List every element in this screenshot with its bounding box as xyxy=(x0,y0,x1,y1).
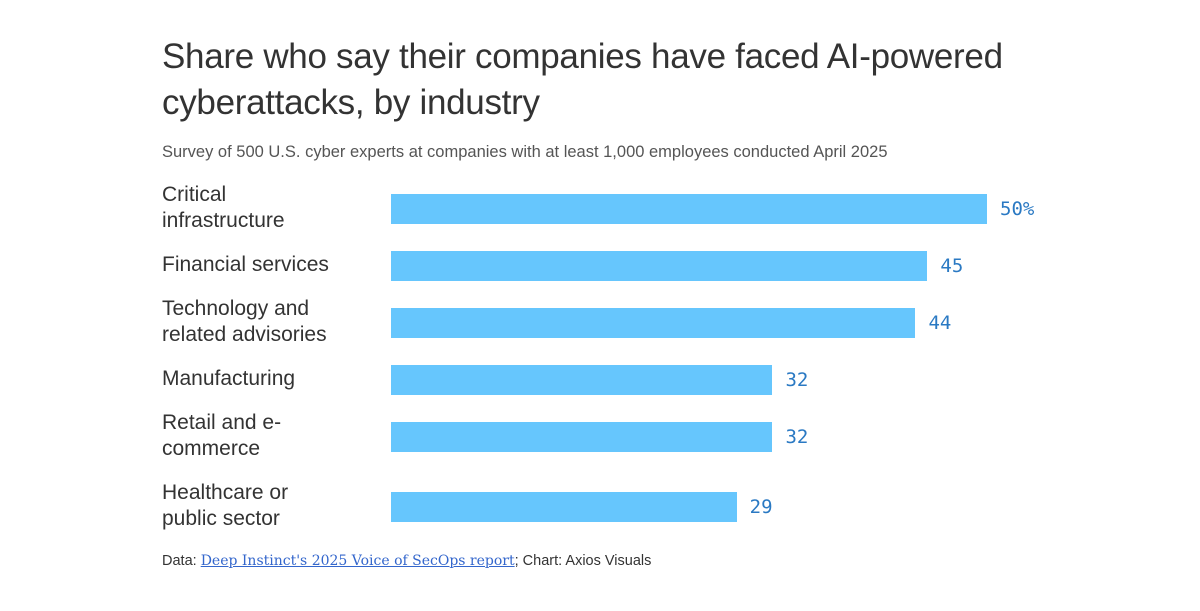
chart-title: Share who say their companies have faced… xyxy=(162,37,1003,122)
category-label-line: Technology and xyxy=(162,297,310,320)
category-label: Financial services xyxy=(162,252,362,278)
footer-suffix: ; Chart: Axios Visuals xyxy=(514,553,652,569)
value-label: 44 xyxy=(928,312,952,334)
category-label: Technology and related advisories xyxy=(162,296,362,348)
category-label: Retail and e-commerce xyxy=(162,410,362,462)
category-label-line: Financial services xyxy=(162,253,329,276)
category-label: Manufacturing xyxy=(162,366,362,392)
value-label: 32 xyxy=(785,426,809,448)
category-label-line: Manufacturing xyxy=(162,367,296,390)
source-footer: Data: Deep Instinct's 2025 Voice of SecO… xyxy=(162,553,651,569)
category-label-line: infrastructure xyxy=(162,209,285,232)
category-label-line: public sector xyxy=(162,507,280,530)
bar xyxy=(391,251,928,281)
category-label-line: Healthcare or xyxy=(162,481,289,504)
chart-subtitle: Survey of 500 U.S. cyber experts at comp… xyxy=(162,143,888,161)
source-link[interactable]: Deep Instinct's 2025 Voice of SecOps rep… xyxy=(200,553,515,569)
value-label: 50% xyxy=(1000,198,1035,220)
category-label: Critical infrastructure xyxy=(162,182,362,234)
bar xyxy=(391,308,916,338)
bar xyxy=(391,422,773,452)
category-label-line: Retail and e- xyxy=(162,411,282,434)
value-label: 29 xyxy=(749,496,773,518)
bar xyxy=(391,492,737,522)
category-label-line: related advisories xyxy=(162,323,327,346)
category-label: Healthcare or public sector xyxy=(162,480,362,532)
category-label-line: commerce xyxy=(162,437,261,460)
bar xyxy=(391,194,987,224)
footer-prefix: Data: xyxy=(162,553,201,569)
bar xyxy=(391,365,773,395)
value-label: 32 xyxy=(785,369,809,391)
value-label: 45 xyxy=(940,255,964,277)
category-label-line: Critical xyxy=(162,183,227,206)
